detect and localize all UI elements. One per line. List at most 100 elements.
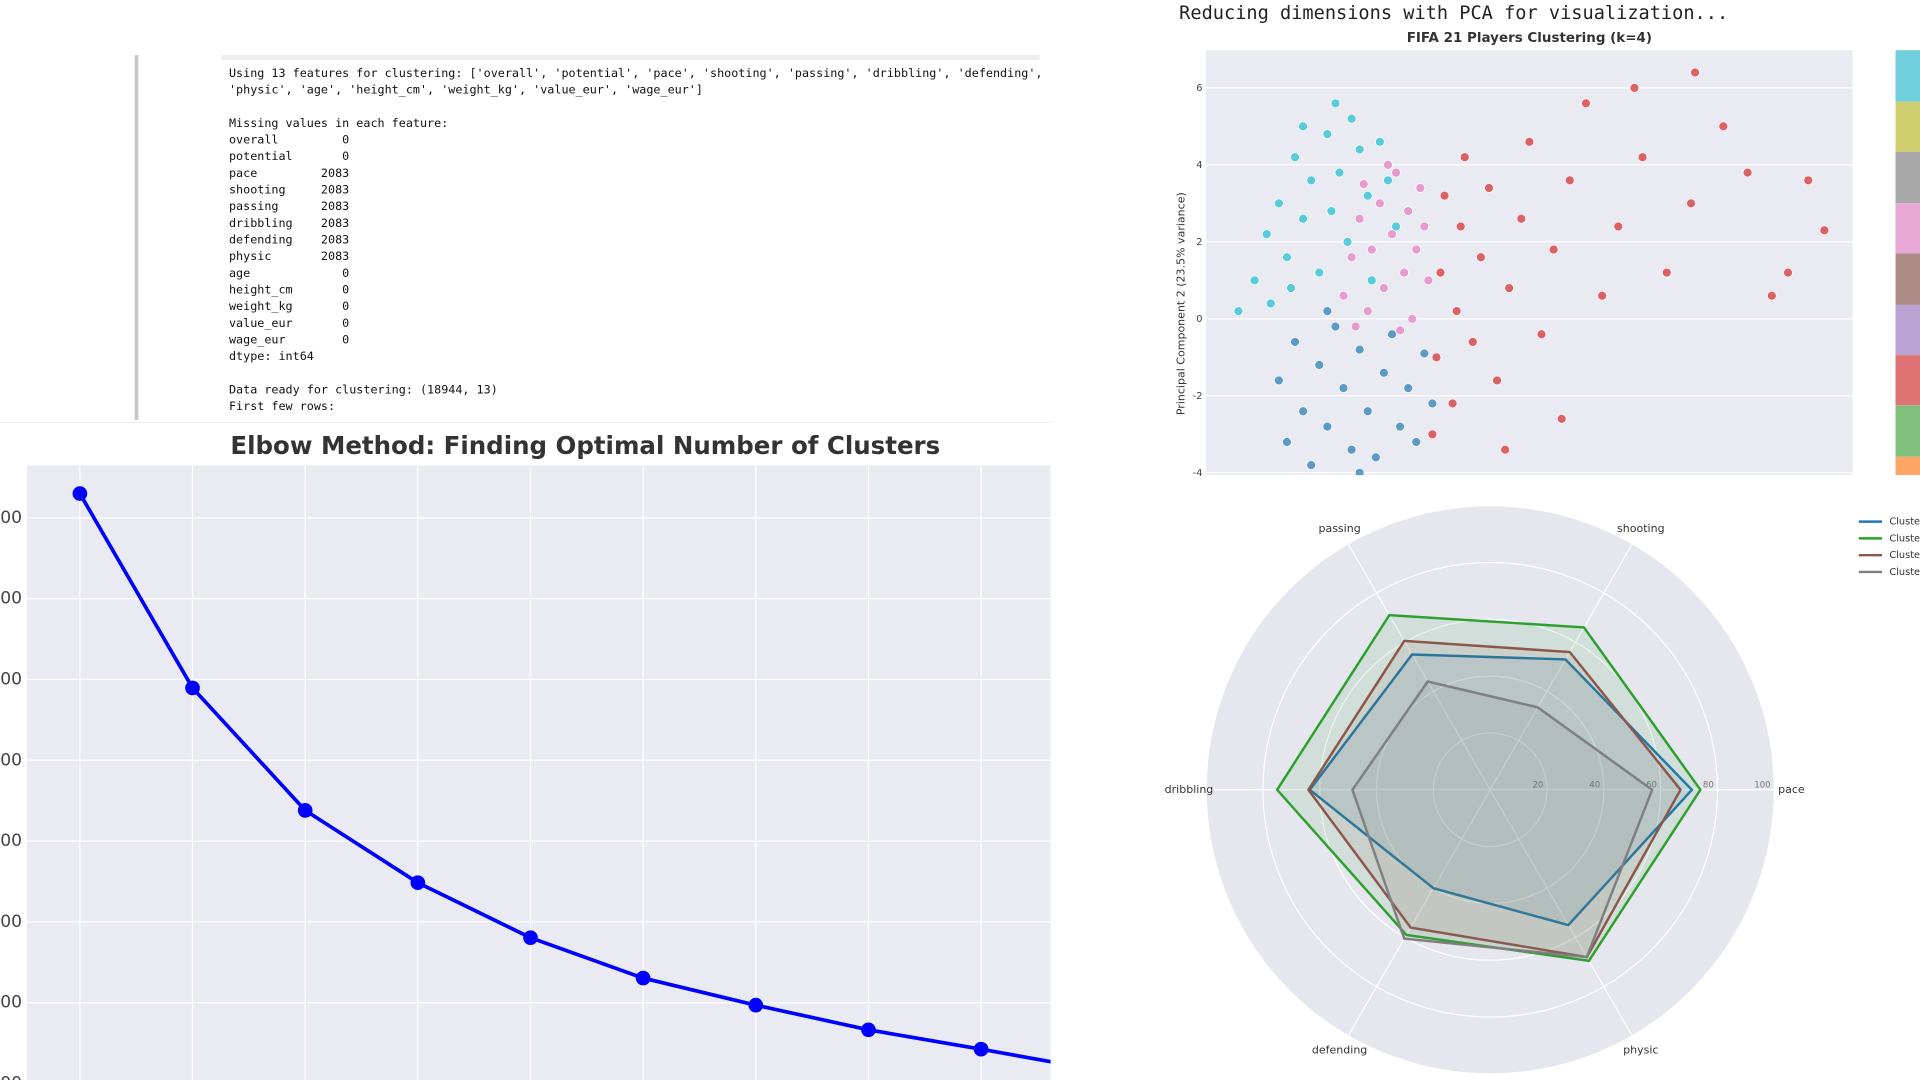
scatter-point	[1423, 275, 1434, 286]
scatter-point	[1322, 421, 1333, 432]
scatter-point	[1524, 137, 1535, 147]
y-tick-label: 100000	[0, 1074, 22, 1080]
scatter-point	[1383, 175, 1393, 186]
scatter-point	[1403, 206, 1413, 216]
scatter-point	[1274, 198, 1284, 209]
scatter-point	[1346, 113, 1357, 124]
scatter-point	[1447, 398, 1458, 409]
spoke	[1347, 789, 1491, 1037]
scatter-point	[1298, 406, 1308, 416]
scatter-point	[1379, 283, 1389, 293]
y-tick-label: 6	[1196, 83, 1202, 94]
scatter-point	[1468, 337, 1478, 347]
colorbar-swatch	[1895, 355, 1920, 406]
plot-area	[26, 465, 1101, 1080]
y-tick-label: 0	[1196, 314, 1202, 325]
scatter-point	[1415, 183, 1426, 193]
scatter-point	[1346, 444, 1357, 455]
colorbar-swatch	[1895, 456, 1920, 476]
scatter-point	[1557, 414, 1567, 424]
data-point	[523, 930, 538, 946]
output-line: shooting 2083	[229, 183, 349, 197]
scatter-point	[1819, 225, 1830, 236]
y-tick-label: 140000	[0, 912, 22, 932]
scatter-point	[1411, 437, 1421, 447]
scatter-point	[1367, 244, 1377, 255]
scatter-point	[1504, 283, 1514, 293]
scatter-point	[1306, 175, 1316, 186]
output-line: wage_eur 0	[229, 332, 349, 346]
output-line: 'physic', 'age', 'height_cm', 'weight_kg…	[229, 83, 703, 97]
scatter-point	[1363, 190, 1373, 201]
scatter-point	[1363, 306, 1373, 316]
scatter-point	[1399, 267, 1409, 278]
scatter-point	[1274, 375, 1284, 386]
elbow-chart: Elbow Method: Finding Optimal Number of …	[0, 431, 1101, 1080]
output-line: Using 13 features for clustering: ['over…	[229, 66, 1043, 80]
scatter-point	[1690, 67, 1700, 78]
scatter-point	[1322, 306, 1333, 316]
scatter-point	[1358, 179, 1369, 189]
scatter-point	[1363, 406, 1373, 416]
legend-label: Cluster 1	[1889, 533, 1920, 544]
colorbar	[1895, 50, 1920, 476]
scatter-point	[1334, 167, 1345, 178]
scatter-point	[1326, 206, 1337, 216]
radial-tick-label: 80	[1703, 780, 1714, 790]
scatter-point	[1314, 267, 1324, 278]
scatter-point	[1419, 348, 1430, 359]
radial-tick-label: 20	[1532, 780, 1543, 790]
scatter-point	[1262, 229, 1272, 239]
colorbar-swatch	[1895, 151, 1920, 204]
category-label: dribbling	[1165, 783, 1214, 796]
scatter-point	[1286, 283, 1296, 293]
scatter-point	[1581, 98, 1591, 109]
scatter-point	[1395, 421, 1405, 432]
scatter-chart: FIFA 21 Players Clustering (k=4) Principa…	[1175, 31, 1853, 479]
category-label: shooting	[1617, 522, 1665, 535]
scatter-point	[1431, 352, 1442, 363]
scatter-point	[1266, 298, 1276, 309]
data-point	[748, 997, 764, 1013]
y-tick-label: -4	[1193, 468, 1203, 479]
scatter-point	[1387, 329, 1397, 339]
output-line: Missing values in each feature:	[229, 116, 448, 130]
output-top-rule	[221, 55, 1040, 60]
radar-chart: 20 40 60 80 100 pace shooting passing dribbling d…	[1165, 505, 1920, 1075]
output-line: Data ready for clustering: (18944, 13)	[229, 382, 498, 396]
scatter-point	[1516, 214, 1527, 224]
data-point	[973, 1041, 989, 1057]
scatter-point	[1403, 383, 1413, 393]
colorbar-swatch	[1895, 253, 1920, 305]
scatter-point	[1354, 214, 1365, 224]
scatter-point	[1407, 314, 1417, 324]
scatter-point	[1548, 244, 1559, 255]
radial-tick-label: 60	[1646, 780, 1657, 790]
scatter-point	[1330, 98, 1341, 109]
scatter-point	[1783, 267, 1793, 278]
scatter-point	[1387, 229, 1397, 239]
scatter-point	[1233, 306, 1244, 316]
y-tick-label: 160000	[0, 831, 22, 851]
scatter-point	[1439, 190, 1450, 201]
legend-label: Cluster 2	[1889, 550, 1920, 561]
colorbar-swatch	[1895, 50, 1920, 102]
scatter-point	[1492, 375, 1502, 386]
cell-output: Using 13 features for clustering: ['over…	[229, 66, 1043, 413]
output-line: defending 2083	[229, 233, 349, 247]
scatter-point	[1460, 152, 1470, 162]
scatter-point	[1354, 344, 1365, 355]
colorbar-swatch	[1895, 101, 1920, 152]
spoke	[1489, 789, 1633, 1037]
category-label: pace	[1778, 783, 1805, 796]
y-tick-label: -2	[1193, 391, 1203, 402]
scatter-point	[1298, 121, 1308, 132]
data-point	[861, 1022, 876, 1038]
data-point	[1086, 1062, 1101, 1077]
y-axis-label: Principal Component 2 (23.5% variance)	[1175, 192, 1188, 415]
colorbar-swatch	[1895, 203, 1920, 254]
scatter-point	[1484, 183, 1494, 193]
category-label: passing	[1318, 522, 1360, 535]
